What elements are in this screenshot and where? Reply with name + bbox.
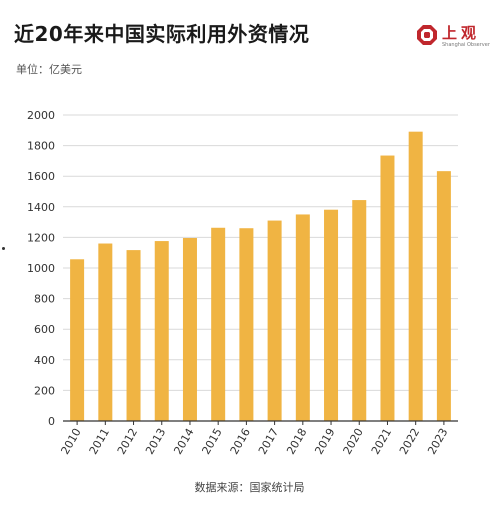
x-tick-label: 2010 [58, 426, 83, 457]
bar [182, 238, 197, 421]
x-tick-label: 2017 [256, 426, 281, 457]
bar [70, 259, 85, 421]
octagon-logo-icon [417, 25, 437, 45]
logo-subtitle: Shanghai Observer [442, 42, 490, 48]
x-tick-label: 2016 [228, 426, 253, 457]
x-tick-label: 2023 [425, 426, 450, 457]
brand-logo: 上观 Shanghai Observer [416, 22, 490, 56]
x-tick-label: 2011 [87, 426, 112, 457]
y-tick-label: 1800 [27, 140, 55, 153]
x-tick-label: 2013 [143, 426, 168, 457]
x-tick-label: 2019 [312, 426, 337, 457]
bar [324, 209, 339, 421]
chart-title: 近20年来中国实际利用外资情况 [14, 22, 310, 46]
bar [267, 220, 282, 421]
y-tick-label: 600 [34, 323, 55, 336]
y-tick-label: 1600 [27, 170, 55, 183]
y-tick-label: 200 [34, 384, 55, 397]
bullet-dot [2, 247, 5, 250]
x-tick-label: 2012 [115, 426, 140, 457]
x-tick-label: 2021 [369, 426, 394, 457]
unit-label: 单位：亿美元 [16, 63, 82, 76]
source-note: 数据来源：国家统计局 [194, 481, 305, 494]
bar [436, 171, 451, 421]
x-tick-label: 2015 [200, 426, 225, 457]
y-tick-label: 400 [34, 354, 55, 367]
y-tick-label: 1400 [27, 201, 55, 214]
bar [380, 155, 395, 422]
bar [239, 228, 254, 421]
bar [126, 250, 141, 421]
bar [98, 243, 113, 421]
y-tick-label: 2000 [27, 109, 55, 122]
y-tick-label: 1000 [27, 262, 55, 275]
x-tick-label: 2018 [284, 426, 309, 457]
x-tick-label: 2022 [397, 426, 422, 457]
x-tick-label: 2020 [341, 426, 366, 457]
bar [408, 131, 423, 421]
y-tick-label: 800 [34, 293, 55, 306]
logo-text: 上观 [442, 24, 481, 42]
bar [352, 200, 367, 421]
y-tick-label: 1200 [27, 231, 55, 244]
y-tick-label: 0 [48, 415, 55, 428]
bar [154, 241, 169, 421]
bar [295, 214, 310, 421]
bar [211, 227, 226, 421]
x-tick-label: 2014 [171, 426, 196, 457]
